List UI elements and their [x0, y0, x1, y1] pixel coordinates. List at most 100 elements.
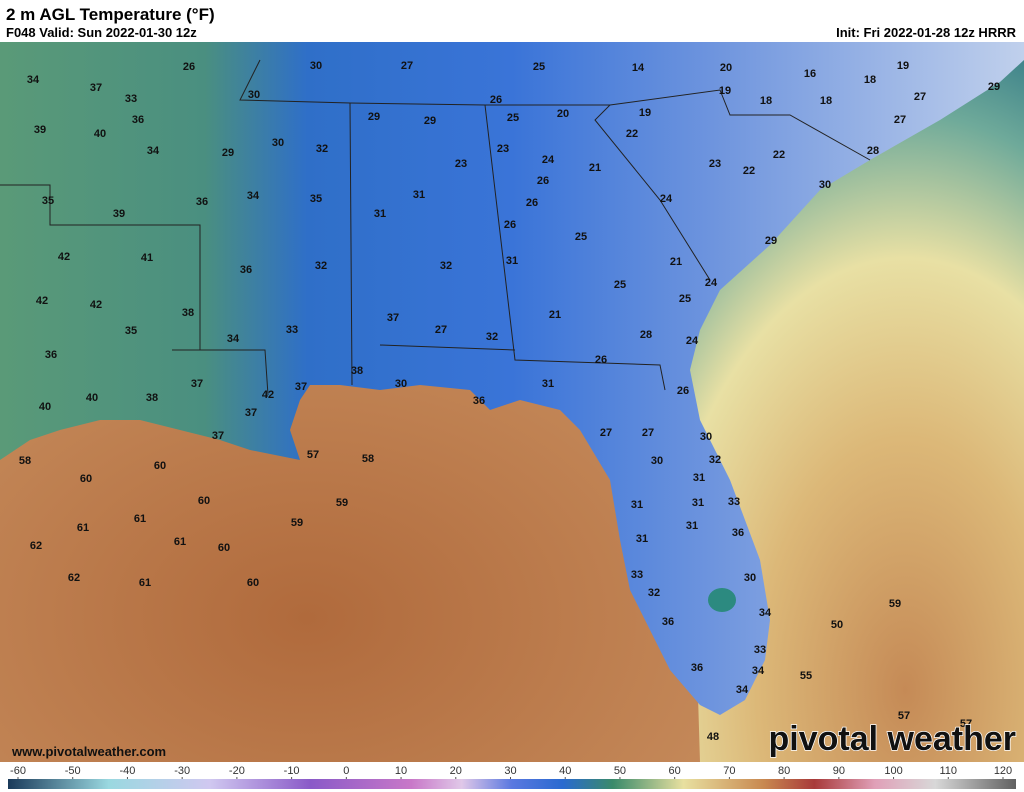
temp-label: 40 [94, 128, 106, 140]
temp-label: 24 [686, 335, 699, 347]
temp-label: 23 [709, 158, 721, 170]
temp-label: 35 [42, 195, 54, 207]
temp-label: 42 [90, 299, 102, 311]
temp-label: 36 [473, 395, 485, 407]
temp-label: 37 [387, 312, 399, 324]
temp-label: 18 [864, 74, 876, 86]
temp-label: 34 [752, 665, 765, 677]
temp-label: 31 [506, 255, 518, 267]
temp-label: 24 [660, 193, 673, 205]
temp-label: 33 [125, 93, 137, 105]
temp-label: 36 [132, 114, 144, 126]
temp-label: 28 [867, 145, 879, 157]
colorbar-tick-label: 50 [614, 765, 626, 777]
temp-label: 61 [134, 513, 146, 525]
temp-label: 27 [894, 114, 906, 126]
temp-label: 30 [744, 572, 756, 584]
temp-label: 29 [222, 147, 234, 159]
temp-label: 34 [736, 684, 749, 696]
colorbar-tick-label: 30 [504, 765, 516, 777]
land [0, 42, 1024, 715]
temp-label: 31 [631, 499, 643, 511]
temp-label: 19 [639, 107, 651, 119]
temp-label: 36 [196, 196, 208, 208]
colorbar-tick-label: 110 [940, 765, 958, 777]
temp-label: 32 [440, 260, 452, 272]
temp-label: 27 [435, 324, 447, 336]
temp-label: 60 [198, 495, 210, 507]
temp-label: 37 [212, 430, 224, 442]
temp-label: 34 [759, 607, 772, 619]
temp-label: 40 [39, 401, 51, 413]
temp-label: 38 [351, 365, 363, 377]
temp-label: 20 [557, 108, 569, 120]
temp-label: 25 [533, 61, 545, 73]
temp-label: 30 [310, 60, 322, 72]
temp-label: 29 [765, 235, 777, 247]
temp-label: 25 [679, 293, 691, 305]
title: 2 m AGL Temperature (°F) [6, 5, 215, 24]
logo: pivotal weather [768, 720, 1016, 758]
temp-label: 34 [147, 145, 160, 157]
temp-label: 57 [307, 449, 319, 461]
temp-label: 31 [636, 533, 648, 545]
temp-label: 21 [589, 162, 601, 174]
temp-label: 42 [58, 251, 70, 263]
temp-label: 21 [670, 256, 682, 268]
colorbar-tick-label: 40 [559, 765, 571, 777]
temp-label: 39 [113, 208, 125, 220]
temp-label: 26 [526, 197, 538, 209]
header-bg [0, 0, 1024, 42]
temp-label: 32 [316, 143, 328, 155]
temp-label: 32 [648, 587, 660, 599]
colorbar-tick-label: 70 [723, 765, 735, 777]
temp-label: 36 [240, 264, 252, 276]
border [379, 344, 516, 351]
temp-label: 59 [336, 497, 348, 509]
temp-label: 50 [831, 619, 843, 631]
temp-label: 33 [631, 569, 643, 581]
temp-label: 20 [720, 62, 732, 74]
colorbar-tick-label: 10 [395, 765, 407, 777]
colorbar-tick-label: 0 [343, 765, 349, 777]
temp-label: 31 [413, 189, 425, 201]
temp-label: 38 [182, 307, 194, 319]
colorbar [8, 779, 1016, 789]
colorbar-tick-label: -30 [174, 765, 190, 777]
colorbar-tick-label: 80 [778, 765, 790, 777]
temp-label: 37 [191, 378, 203, 390]
colorbar-tick-label: 60 [669, 765, 681, 777]
temp-label: 26 [183, 61, 195, 73]
temp-label: 42 [262, 389, 274, 401]
init: Init: Fri 2022-01-28 12z HRRR [836, 25, 1017, 40]
temp-label: 59 [889, 598, 901, 610]
temp-label: 34 [227, 333, 240, 345]
temp-label: 21 [549, 309, 561, 321]
temp-label: 27 [914, 91, 926, 103]
temp-label: 59 [291, 517, 303, 529]
temp-label: 61 [139, 577, 151, 589]
temp-label: 33 [286, 324, 298, 336]
temp-label: 19 [719, 85, 731, 97]
temp-label: 27 [600, 427, 612, 439]
temp-label: 58 [19, 455, 31, 467]
temp-label: 60 [247, 577, 259, 589]
temp-label: 18 [820, 95, 832, 107]
temp-label: 24 [705, 277, 718, 289]
colorbar-tick-label: 20 [450, 765, 462, 777]
colorbar-tick-label: -20 [229, 765, 245, 777]
temp-label: 33 [754, 644, 766, 656]
temp-label: 48 [707, 731, 719, 743]
colorbar-ticks: -60 -50 -40 -30 -20 -10 0 10 20 30 40 50 60 70 80 90 100… [10, 765, 1012, 779]
temp-label: 26 [537, 175, 549, 187]
temp-label: 30 [395, 378, 407, 390]
border [0, 184, 269, 396]
temp-label: 29 [368, 111, 380, 123]
temp-label: 41 [141, 252, 153, 264]
temp-label: 34 [247, 190, 260, 202]
temp-label: 31 [692, 497, 704, 509]
temp-label: 30 [819, 179, 831, 191]
temp-label: 27 [401, 60, 413, 72]
temp-label: 30 [651, 455, 663, 467]
